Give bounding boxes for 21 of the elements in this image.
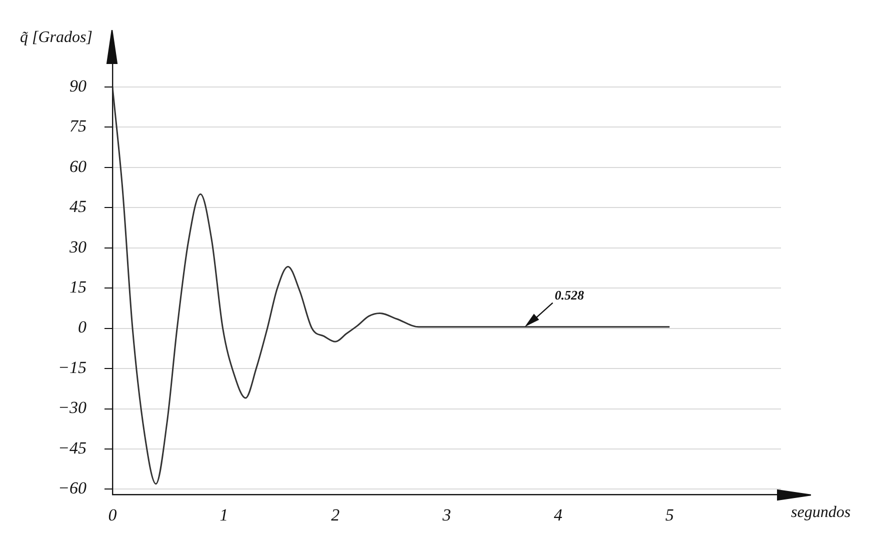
y-tick-label: 60: [69, 156, 87, 176]
line-series: [112, 86, 670, 485]
x-tick-label: 0: [108, 505, 118, 524]
y-tick-label: 30: [68, 237, 87, 256]
x-axis-title: segundos: [791, 504, 851, 521]
x-tick-label: 5: [665, 505, 674, 524]
y-tick-label: −15: [58, 358, 86, 377]
y-tick-label: 0: [78, 318, 87, 337]
x-tick-label: 1: [220, 505, 228, 524]
y-tick-label: 45: [69, 197, 86, 216]
y-tick-label: −60: [58, 478, 87, 498]
annotation: 0.528: [554, 288, 584, 303]
y-tick-label: −45: [58, 438, 86, 458]
y-axis-title: q̃ [Grados]: [20, 29, 92, 46]
x-tick-label: 3: [441, 505, 451, 524]
y-tick-label: 75: [69, 116, 86, 136]
x-tick-label: 4: [554, 505, 563, 524]
x-tick-label: 2: [331, 505, 340, 524]
y-tick-label: 15: [69, 278, 86, 296]
y-tick-label: 90: [69, 76, 87, 96]
y-tick-label: −30: [58, 398, 87, 418]
